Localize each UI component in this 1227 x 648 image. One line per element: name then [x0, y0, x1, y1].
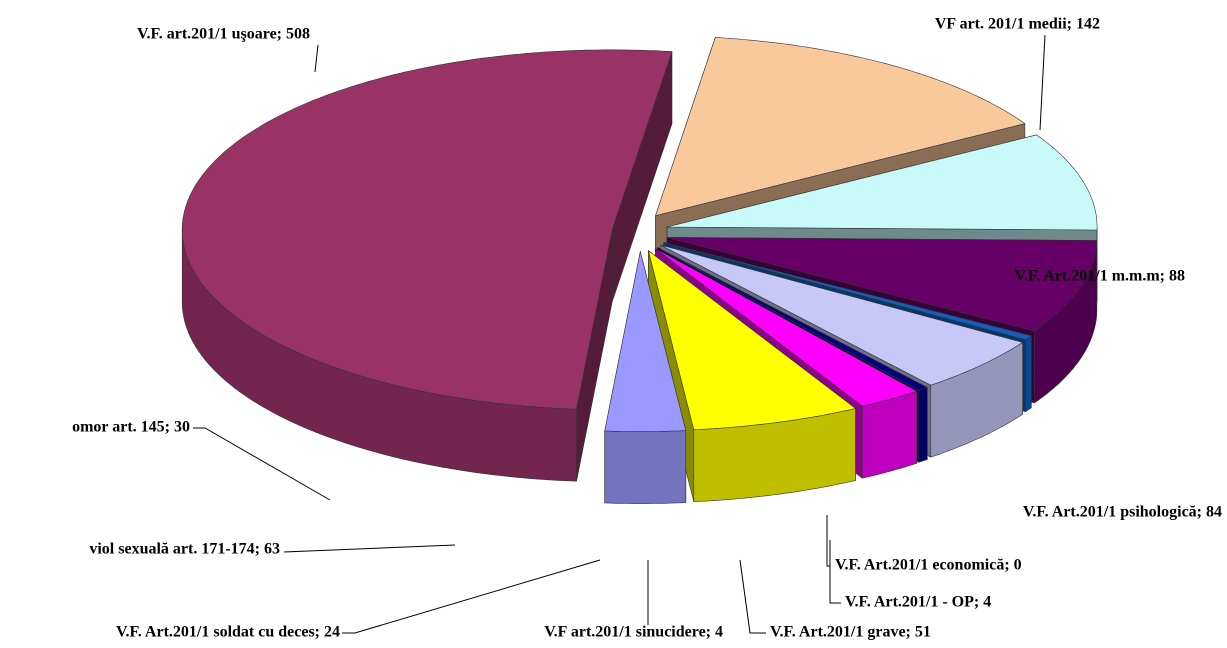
data-label: VF art. 201/1 medii; 142	[935, 16, 1100, 33]
slice-top	[655, 37, 1026, 216]
slice	[181, 49, 673, 482]
slice-top	[181, 49, 673, 410]
data-label: V.F. Art.201/1 m.m.m; 88	[1014, 268, 1185, 285]
leader-line	[314, 44, 319, 73]
slice-wall	[1025, 335, 1032, 412]
data-label: V.F. Art.201/1 soldat cu deces; 24	[116, 624, 340, 641]
data-label: V.F art.201/1 sinucidere; 4	[544, 624, 723, 641]
slice	[604, 251, 687, 504]
leader-line	[342, 559, 601, 634]
slice-top	[657, 247, 928, 391]
leader-line	[283, 544, 456, 553]
data-label: omor art. 145; 30	[72, 419, 190, 436]
leader-line	[826, 515, 830, 567]
data-label: V.F. Art.201/1 psihologică; 84	[1023, 504, 1222, 521]
data-label: viol sexuală art. 171-174; 63	[89, 541, 280, 558]
slice-top	[660, 244, 1023, 386]
slice-top	[666, 134, 1098, 231]
slice-top	[648, 250, 856, 430]
leader-line	[193, 427, 331, 501]
leader-line	[1039, 34, 1046, 131]
slice-wall	[918, 387, 928, 463]
slice-top	[655, 248, 918, 407]
data-label: V.F. Art.201/1 economică; 0	[835, 557, 1022, 574]
leader-line	[829, 540, 841, 604]
slice-wall	[604, 430, 687, 504]
slice-top	[663, 242, 1032, 340]
leader-line	[739, 559, 766, 634]
slice-top	[604, 251, 687, 432]
data-label: V.F. Art.201/1 - OP; 4	[845, 594, 991, 611]
slice-top	[666, 237, 1098, 332]
data-label: V.F. Art.201/1 grave; 51	[770, 624, 931, 641]
data-label: V.F. art.201/1 uşoare; 508	[137, 26, 310, 43]
